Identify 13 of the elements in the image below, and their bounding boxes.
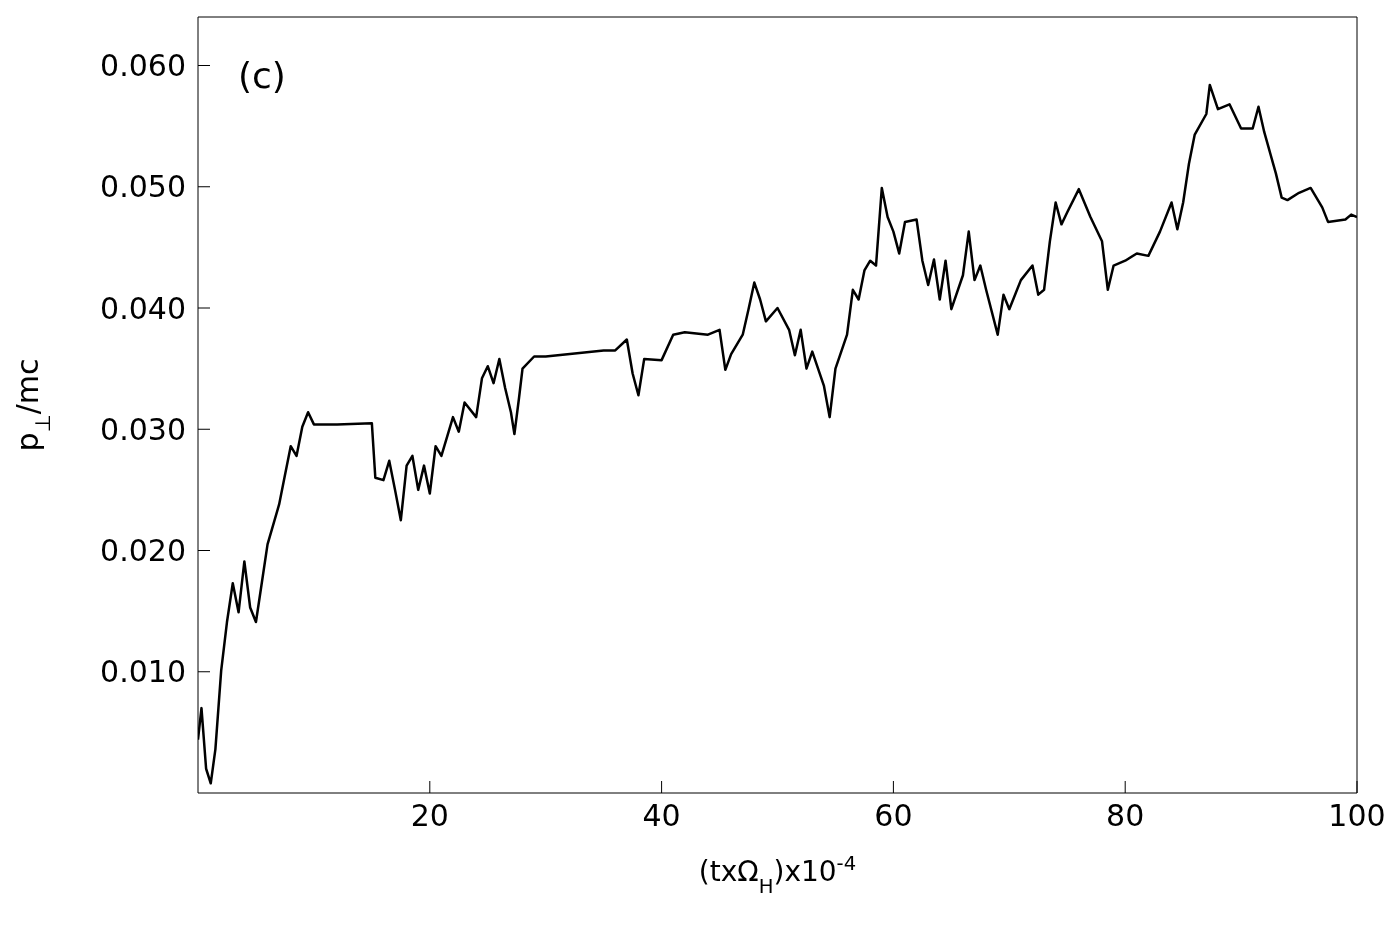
x-tick-label: 40	[642, 798, 681, 834]
x-tick-label: 80	[1106, 798, 1145, 834]
y-tick-label: 0.020	[100, 533, 186, 569]
y-tick-label: 0.060	[100, 48, 186, 84]
x-tick-label: 20	[410, 798, 449, 834]
y-tick-label: 0.030	[100, 411, 186, 447]
x-tick-label: 100	[1328, 798, 1386, 834]
y-tick-label: 0.050	[100, 169, 186, 205]
annotation: (c)	[238, 55, 286, 96]
y-tick-label: 0.010	[100, 654, 186, 690]
x-tick-label: 60	[874, 798, 913, 834]
x-axis-title: (txΩ$_{H}$)x10$^{-4}$	[698, 851, 857, 898]
y-tick-label: 0.040	[100, 290, 186, 326]
